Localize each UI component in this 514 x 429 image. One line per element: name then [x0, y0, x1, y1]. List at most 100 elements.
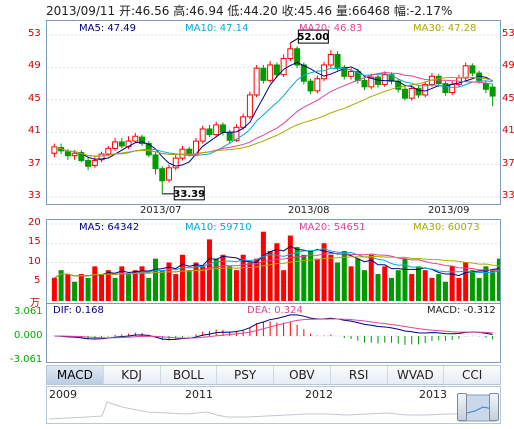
candle-body — [415, 87, 422, 96]
ma5-legend: MA5: 47.49 — [79, 23, 137, 34]
candle-body — [321, 64, 328, 80]
candle-body — [172, 157, 179, 169]
candle-body — [449, 83, 456, 94]
candle-body — [287, 48, 294, 59]
ma10-legend: MA10: 47.14 — [185, 23, 249, 34]
price-tick-label: 41 — [28, 125, 41, 137]
vol-ma5-legend: MA5: 64342 — [79, 222, 140, 233]
volume-bar — [139, 266, 145, 301]
volume-bar — [173, 274, 179, 301]
nav-year-label: 2013 — [419, 388, 447, 401]
tab-wvad[interactable]: WVAD — [388, 366, 445, 384]
tab-macd[interactable]: MACD — [47, 366, 104, 384]
volume-bar — [395, 270, 401, 301]
volume-bar — [153, 258, 159, 301]
volume-bar — [476, 277, 482, 301]
candle-body — [267, 64, 274, 81]
volume-panel[interactable]: MA5: 64342 MA10: 59710 MA20: 54651 MA30:… — [46, 219, 501, 304]
volume-bar — [99, 274, 105, 301]
candle-body — [118, 141, 125, 147]
candle-body — [226, 131, 233, 141]
candle-body — [334, 53, 341, 68]
candle-body — [294, 48, 301, 66]
candle-body — [462, 65, 469, 79]
price-tick-label: 49 — [502, 60, 514, 72]
volume-bar — [240, 254, 246, 301]
tab-kdj[interactable]: KDJ — [104, 366, 161, 384]
dea-line — [54, 318, 493, 339]
price-tick-label: 45 — [28, 92, 41, 104]
tab-psy[interactable]: PSY — [217, 366, 274, 384]
price-tick-label: 33 — [502, 190, 514, 201]
candle-body — [71, 152, 78, 157]
tab-obv[interactable]: OBV — [274, 366, 331, 384]
high-marker-label: 52.00 — [298, 32, 330, 43]
volume-tick-label: 15 — [28, 236, 41, 248]
timeline-navigator[interactable]: 2009 2011 2012 2013 — [46, 386, 501, 424]
tab-rsi[interactable]: RSI — [331, 366, 388, 384]
price-tick-label: 41 — [502, 125, 514, 137]
macd-panel[interactable]: DIF: 0.168 DEA: 0.324 MACD: -0.312 — [46, 303, 501, 363]
volume-bar — [436, 274, 442, 301]
volume-bar — [233, 270, 239, 301]
candle-body — [240, 116, 247, 128]
dif-legend: DIF: 0.168 — [53, 305, 104, 316]
volume-bar — [328, 254, 334, 301]
volume-bar — [227, 266, 233, 301]
ma20-legend: MA20: 46.83 — [299, 23, 363, 34]
volume-bar — [206, 239, 212, 301]
volume-unit: 万 — [30, 298, 40, 309]
ma5-line — [54, 61, 493, 167]
volume-bar — [314, 258, 320, 301]
volume-bar — [112, 277, 118, 301]
candle-body — [233, 126, 240, 141]
candle-body — [408, 87, 415, 99]
volume-bar — [119, 266, 125, 301]
volume-bar — [179, 254, 185, 301]
volume-bar — [267, 250, 273, 301]
indicator-tabs: MACD KDJ BOLL PSY OBV RSI WVAD CCI — [46, 365, 501, 385]
candle-body — [112, 141, 119, 149]
ma30-line — [54, 76, 493, 157]
candle-body — [246, 94, 253, 118]
volume-tick-label: 5 — [34, 274, 41, 286]
candle-body — [186, 148, 193, 155]
volume-bar — [220, 254, 226, 301]
candle-body — [401, 88, 408, 99]
nav-year-label: 2011 — [185, 388, 213, 401]
volume-bar — [422, 270, 428, 301]
macd-chart — [47, 314, 500, 345]
ma10-line — [54, 67, 493, 157]
volume-chart — [47, 223, 500, 301]
candle-body — [98, 153, 105, 161]
volume-bar — [132, 270, 138, 301]
volume-bar — [72, 281, 78, 301]
volume-bar — [65, 274, 71, 301]
tab-boll[interactable]: BOLL — [161, 366, 218, 384]
candle-body — [482, 83, 489, 90]
volume-bar — [490, 270, 496, 301]
volume-bar — [382, 266, 388, 301]
volume-bar — [186, 270, 192, 301]
price-tick-label: 45 — [502, 92, 514, 104]
volume-bar — [281, 270, 287, 301]
price-tick-label: 53 — [28, 28, 41, 39]
volume-bar — [166, 262, 172, 301]
navigator-left-handle[interactable] — [457, 393, 467, 421]
candle-body — [253, 67, 260, 96]
price-tick-label: 53 — [502, 28, 514, 39]
vol-ma30-line — [54, 256, 500, 279]
tab-cci[interactable]: CCI — [461, 368, 483, 382]
volume-tick-label: 10 — [28, 255, 41, 267]
candle-body — [327, 53, 334, 66]
volume-bar — [126, 274, 132, 301]
price-panel[interactable]: 52.00 33.39 MA5: 47.49 MA10: 47.14 MA20: … — [46, 20, 501, 205]
volume-bar — [449, 266, 455, 301]
navigator-right-handle[interactable] — [489, 393, 499, 421]
price-tick-label: 37 — [502, 157, 514, 169]
volume-bar — [254, 258, 260, 301]
macd-axis-label: 3.061 — [14, 306, 43, 317]
volume-bar — [193, 262, 199, 301]
volume-bar — [294, 247, 300, 301]
candle-body — [219, 124, 226, 133]
